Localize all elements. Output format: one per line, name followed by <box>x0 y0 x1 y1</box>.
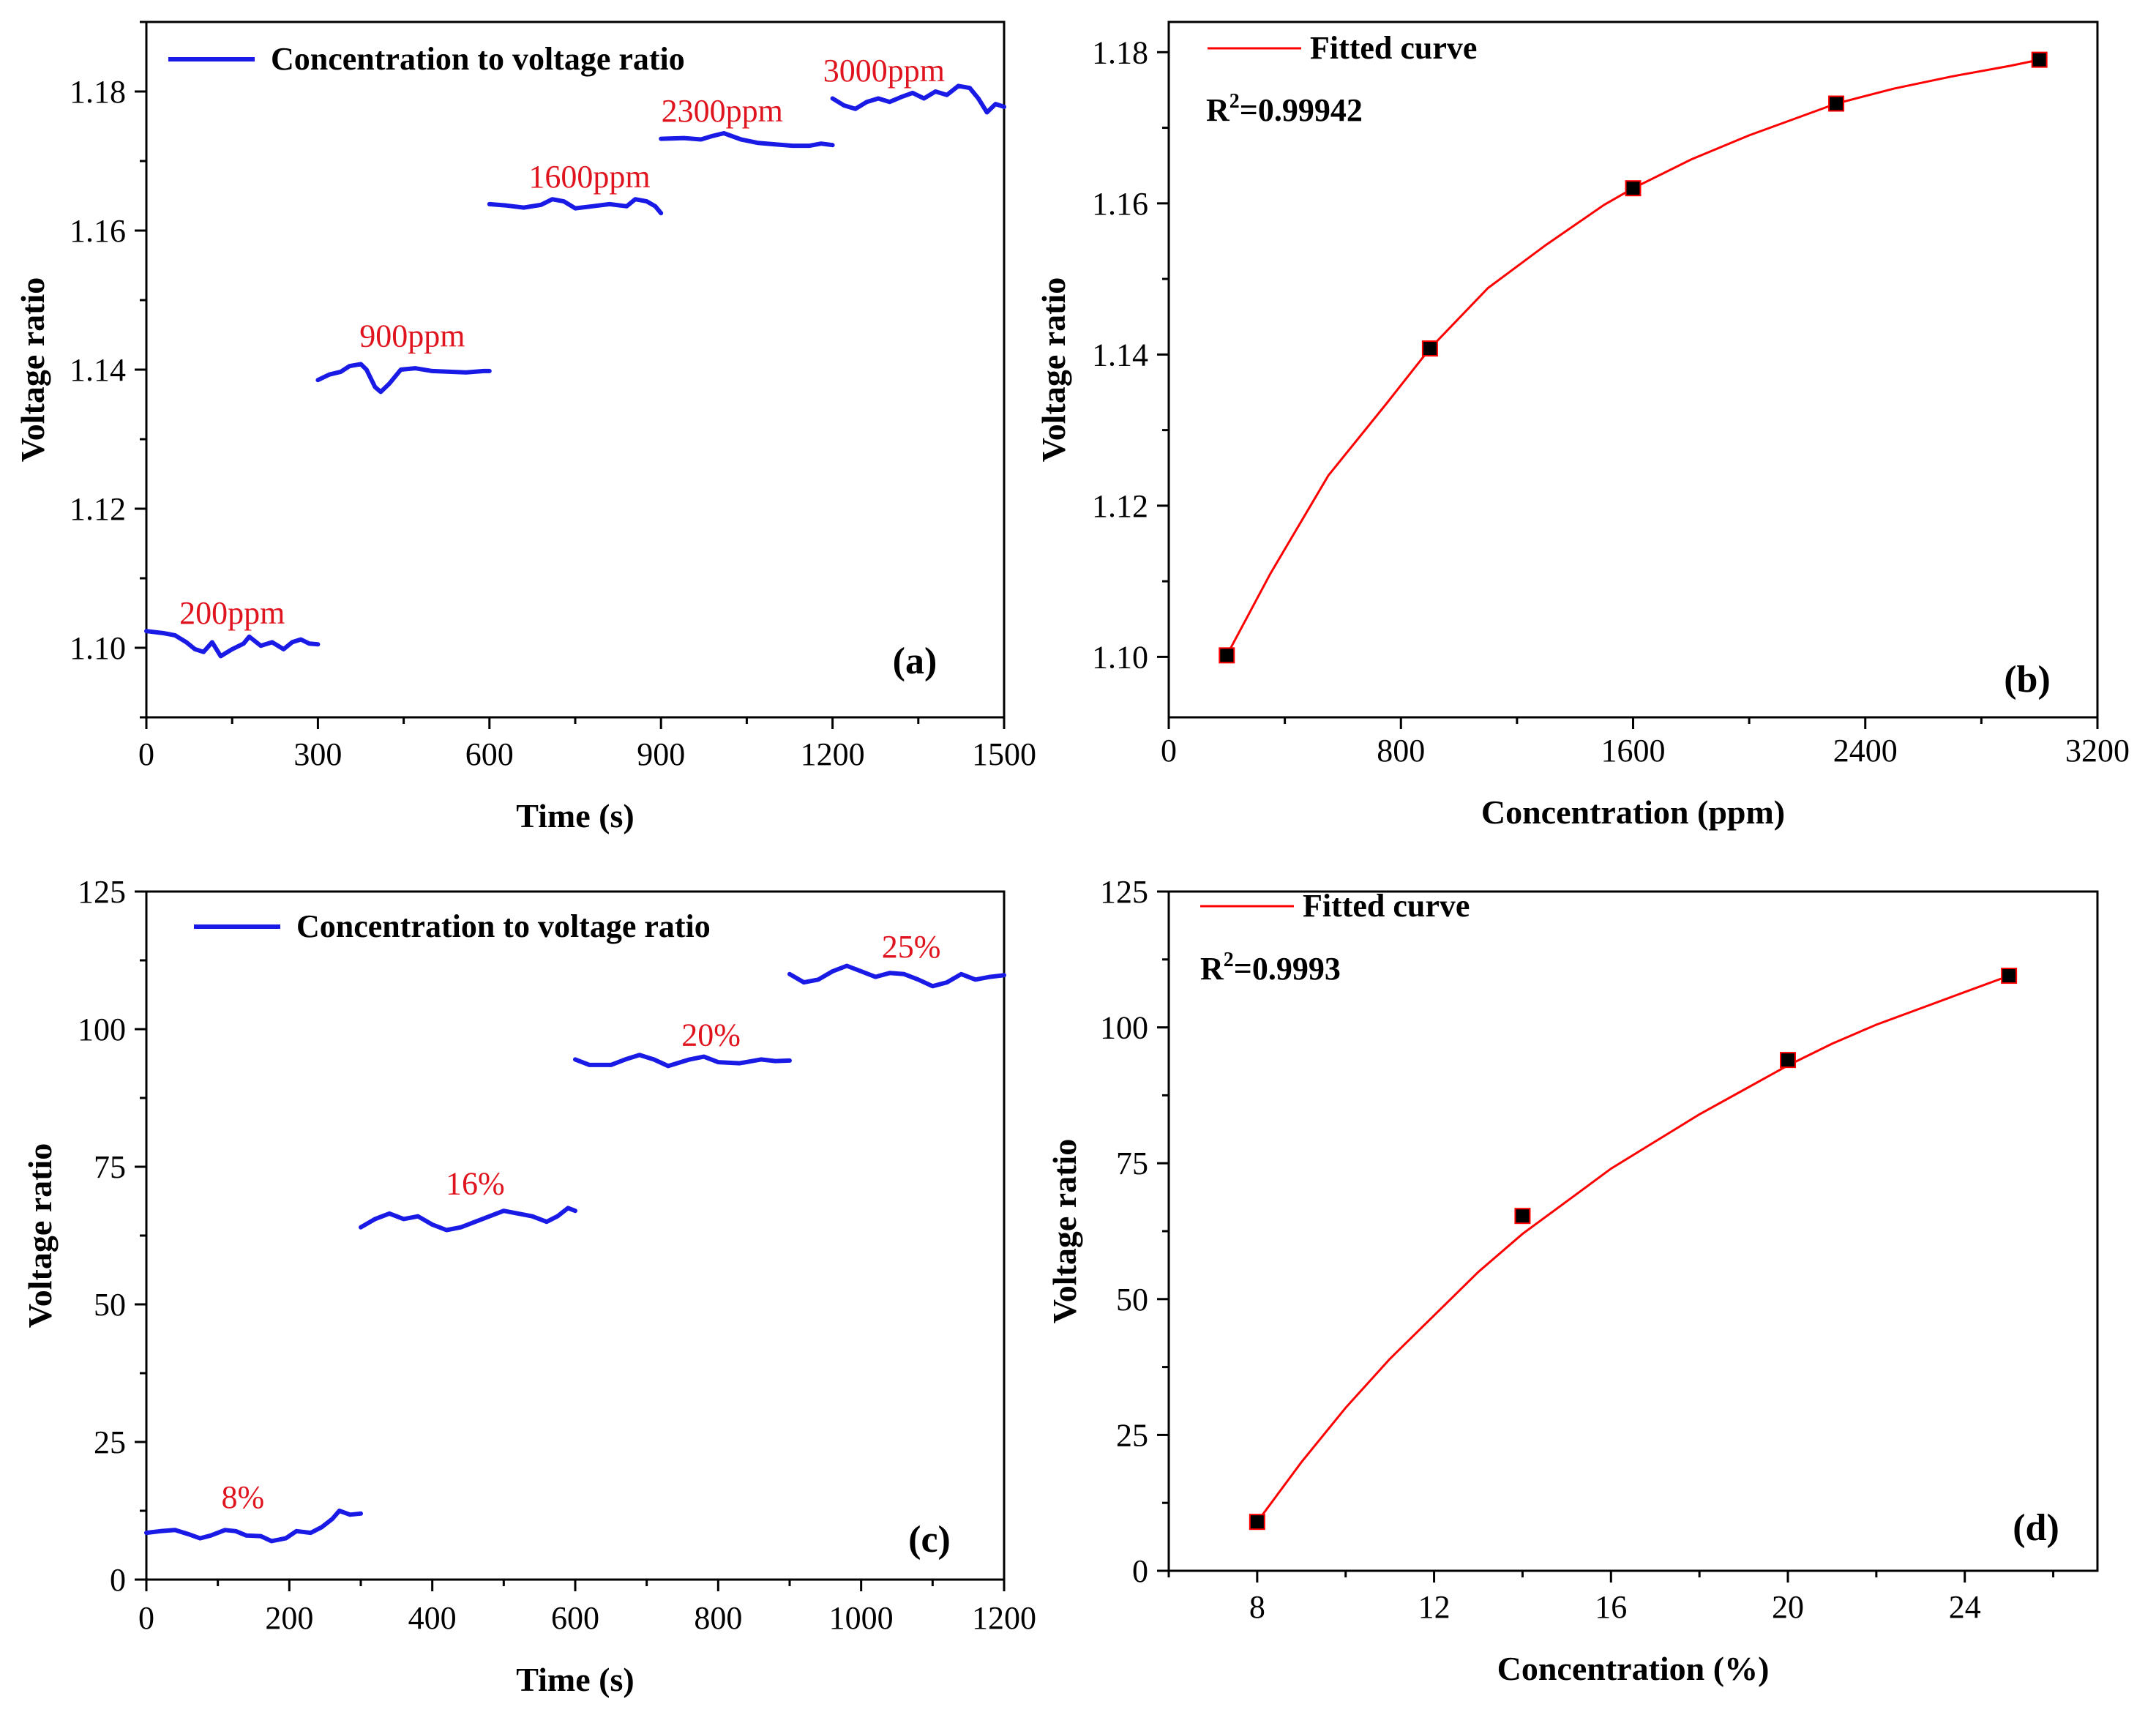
panel-c: 0 200 400 600 800 1000 1200 0 25 50 75 100 125 Time (… <box>21 874 1036 1698</box>
y-tick-label: 1.14 <box>1092 337 1148 373</box>
x-tick-label: 1000 <box>829 1600 894 1636</box>
series-segment-8pct <box>144 1509 363 1544</box>
y-tick-label: 1.18 <box>1092 34 1148 70</box>
concentration-annotation: 20% <box>681 1017 741 1053</box>
data-point <box>1828 95 1845 112</box>
x-tick-label: 800 <box>694 1600 742 1636</box>
y-tick-label: 100 <box>78 1012 126 1047</box>
y-tick-label: 50 <box>94 1287 126 1323</box>
y-tick-label: 25 <box>94 1424 126 1460</box>
x-tick-label: 300 <box>293 736 342 772</box>
x-tick-label: 3200 <box>2065 733 2130 769</box>
y-tick-label: 0 <box>1132 1553 1148 1589</box>
legend-label: Fitted curve <box>1303 888 1470 924</box>
y-tick-label: 1.10 <box>70 630 126 666</box>
series-segment-3000ppm <box>830 83 1006 115</box>
series-segment-900ppm <box>315 362 492 395</box>
series-segment-16pct <box>359 1206 577 1233</box>
x-tick-label: 400 <box>408 1600 457 1636</box>
legend-label: Fitted curve <box>1310 30 1477 66</box>
data-point <box>1625 180 1642 197</box>
panel-b: 0 800 1600 2400 3200 1.10 1.12 1.14 1.16 1.18 Conc… <box>1035 20 2130 831</box>
data-point <box>2001 968 2018 984</box>
panel-label: (c) <box>908 1519 951 1561</box>
x-tick-label: 900 <box>637 736 685 772</box>
y-tick-label: 0 <box>110 1562 126 1598</box>
data-point <box>1219 647 1235 664</box>
y-tick-label: 75 <box>1116 1146 1148 1181</box>
r-squared-label: R2=0.99942 <box>1206 90 1363 128</box>
panel-label: (d) <box>2013 1507 2059 1549</box>
y-tick-label: 75 <box>94 1149 126 1185</box>
data-point <box>1514 1208 1531 1225</box>
y-axis-title: Voltage ratio <box>1046 1139 1083 1324</box>
y-axis-title: Voltage ratio <box>21 1143 59 1329</box>
y-tick-label: 100 <box>1100 1010 1148 1046</box>
data-point <box>2031 51 2048 68</box>
x-tick-label: 2400 <box>1833 733 1898 769</box>
concentration-annotation: 25% <box>882 929 941 965</box>
series-segment-1600ppm <box>487 197 664 216</box>
y-tick-label: 125 <box>78 874 126 910</box>
x-tick-label: 1200 <box>801 736 865 772</box>
x-tick-label: 600 <box>465 736 514 772</box>
x-tick-label: 0 <box>1161 733 1177 769</box>
y-tick-label: 50 <box>1116 1282 1148 1318</box>
x-tick-label: 16 <box>1595 1589 1627 1625</box>
panel-label: (b) <box>2004 659 2051 700</box>
legend-label: Concentration to voltage ratio <box>296 908 711 944</box>
series-segment-200ppm <box>144 629 321 659</box>
series-segment-25pct <box>787 963 1006 989</box>
y-tick-label: 1.12 <box>70 491 126 527</box>
x-axis-title: Concentration (%) <box>1497 1650 1770 1687</box>
y-tick-label: 1.12 <box>1092 488 1148 524</box>
y-tick-label: 1.10 <box>1092 639 1148 675</box>
x-tick-label: 200 <box>265 1600 313 1636</box>
data-point <box>1249 1514 1265 1531</box>
concentration-annotation: 900ppm <box>359 318 465 354</box>
x-tick-label: 8 <box>1249 1589 1265 1625</box>
r-squared-label: R2=0.9993 <box>1200 949 1341 987</box>
y-axis-title: Voltage ratio <box>14 277 51 463</box>
concentration-annotation: 1600ppm <box>528 159 650 195</box>
x-tick-label: 1600 <box>1601 733 1666 769</box>
fitted-curve <box>1256 974 2010 1523</box>
y-tick-label: 125 <box>1100 874 1148 910</box>
series-segment-2300ppm <box>659 131 835 149</box>
y-tick-label: 1.16 <box>1092 186 1148 222</box>
panel-label: (a) <box>893 640 937 682</box>
x-axis-title: Time (s) <box>516 1661 634 1698</box>
x-tick-label: 800 <box>1377 733 1425 769</box>
panel-d: 8 12 16 20 24 0 25 50 75 100 125 Concentration (%) V… <box>1046 874 2099 1687</box>
concentration-annotation: 8% <box>222 1479 265 1515</box>
y-axis-title: Voltage ratio <box>1035 277 1072 463</box>
data-point <box>1421 340 1438 357</box>
concentration-annotation: 3000ppm <box>823 53 945 89</box>
panel-a: 0 300 600 900 1200 1500 1.10 1.12 1.14 1.16 1.18 Ti… <box>14 20 1036 834</box>
x-tick-label: 12 <box>1418 1589 1451 1625</box>
x-axis-title: Time (s) <box>516 797 634 834</box>
x-tick-label: 1200 <box>972 1600 1036 1636</box>
x-tick-label: 600 <box>551 1600 599 1636</box>
concentration-annotation: 2300ppm <box>662 93 783 129</box>
y-tick-label: 25 <box>1116 1417 1148 1453</box>
series-segment-20pct <box>573 1053 792 1069</box>
concentration-annotation: 200ppm <box>179 595 285 631</box>
x-tick-label: 0 <box>138 736 154 772</box>
fitted-curve <box>1225 59 2040 657</box>
x-tick-label: 24 <box>1949 1589 1981 1625</box>
plot-frame <box>145 890 1006 1581</box>
legend-label: Concentration to voltage ratio <box>271 41 685 77</box>
x-axis-title: Concentration (ppm) <box>1481 793 1785 831</box>
x-tick-label: 20 <box>1772 1589 1804 1625</box>
x-tick-label: 1500 <box>972 736 1036 772</box>
concentration-annotation: 16% <box>446 1166 505 1202</box>
y-tick-label: 1.14 <box>70 352 126 388</box>
y-tick-label: 1.18 <box>70 74 126 110</box>
y-tick-label: 1.16 <box>70 213 126 249</box>
x-tick-label: 0 <box>138 1600 154 1636</box>
data-point <box>1780 1052 1796 1069</box>
